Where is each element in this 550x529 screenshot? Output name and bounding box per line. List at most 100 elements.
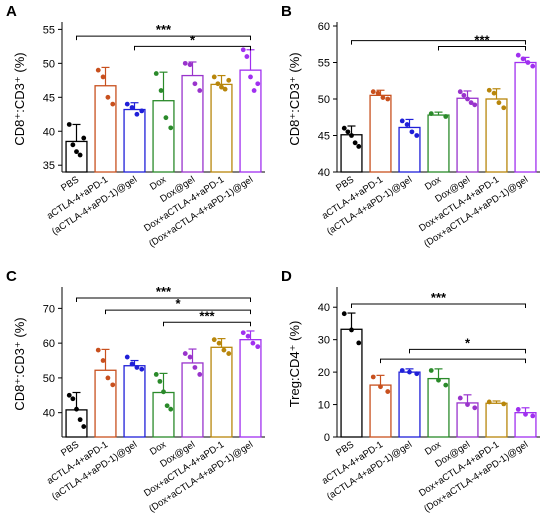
y-tick-label: 60 bbox=[43, 338, 55, 350]
data-point bbox=[105, 94, 111, 100]
data-point bbox=[486, 399, 492, 405]
data-point bbox=[197, 372, 203, 377]
data-point bbox=[187, 62, 193, 68]
data-point bbox=[255, 81, 261, 87]
data-point bbox=[95, 347, 101, 353]
data-point bbox=[515, 407, 521, 412]
significance-bracket bbox=[409, 348, 526, 354]
bar bbox=[94, 369, 117, 438]
data-point bbox=[443, 114, 449, 119]
data-point bbox=[240, 47, 246, 53]
data-point bbox=[486, 87, 492, 93]
panel-label: D bbox=[281, 268, 292, 285]
data-point bbox=[407, 369, 412, 375]
data-point bbox=[468, 100, 474, 106]
y-tick-label: 40 bbox=[318, 167, 330, 179]
significance-label: *** bbox=[199, 308, 215, 323]
bar bbox=[123, 365, 146, 438]
data-point bbox=[139, 366, 145, 372]
panel-label: A bbox=[6, 3, 17, 20]
data-point bbox=[436, 377, 441, 383]
data-point bbox=[153, 372, 159, 377]
y-tick-label: 40 bbox=[43, 408, 55, 420]
data-point bbox=[81, 424, 87, 429]
data-point bbox=[399, 368, 405, 373]
data-point bbox=[100, 358, 106, 363]
data-point bbox=[81, 135, 87, 141]
significance-label: * bbox=[175, 296, 181, 311]
data-point bbox=[461, 92, 467, 98]
bar bbox=[340, 328, 363, 438]
data-point bbox=[134, 111, 140, 117]
data-point bbox=[197, 88, 203, 93]
data-point bbox=[158, 88, 164, 93]
data-point bbox=[380, 95, 386, 100]
data-point bbox=[414, 371, 420, 377]
y-tick-label: 40 bbox=[43, 126, 55, 138]
data-point bbox=[226, 77, 232, 83]
y-tick-label: 10 bbox=[318, 400, 330, 412]
y-tick-label: 0 bbox=[324, 432, 330, 444]
data-point bbox=[457, 395, 463, 401]
bar bbox=[152, 100, 175, 173]
y-tick-label: 40 bbox=[318, 302, 330, 314]
y-tick-label: 70 bbox=[43, 303, 55, 315]
data-point bbox=[345, 129, 351, 135]
data-point bbox=[161, 389, 166, 395]
data-point bbox=[211, 337, 217, 343]
bar bbox=[456, 97, 479, 173]
data-point bbox=[182, 60, 188, 66]
data-point bbox=[523, 411, 528, 417]
y-tick-label: 50 bbox=[43, 58, 55, 70]
data-point bbox=[124, 101, 130, 107]
significance-bracket bbox=[351, 303, 526, 308]
data-point bbox=[110, 382, 116, 388]
data-point bbox=[465, 96, 470, 102]
bar bbox=[181, 362, 204, 438]
data-point bbox=[244, 54, 250, 59]
data-point bbox=[341, 125, 347, 131]
y-tick-label: 50 bbox=[318, 94, 330, 106]
data-point bbox=[70, 396, 76, 402]
bar bbox=[514, 61, 537, 173]
data-point bbox=[530, 413, 536, 419]
data-point bbox=[168, 125, 174, 131]
data-point bbox=[100, 74, 106, 80]
data-point bbox=[443, 382, 449, 388]
data-point bbox=[414, 133, 420, 138]
bar bbox=[340, 134, 363, 173]
y-axis-label: CD8⁺:CD3⁺ (%) bbox=[12, 317, 27, 410]
data-point bbox=[187, 354, 193, 360]
data-point bbox=[95, 67, 101, 73]
data-point bbox=[164, 403, 170, 409]
data-point bbox=[221, 347, 227, 353]
data-point bbox=[409, 129, 415, 135]
data-point bbox=[226, 351, 232, 356]
data-point bbox=[385, 389, 391, 394]
data-point bbox=[105, 375, 111, 381]
data-point bbox=[255, 344, 261, 350]
bar bbox=[94, 85, 117, 173]
bar bbox=[123, 108, 146, 173]
y-tick-label: 45 bbox=[318, 131, 330, 143]
significance-bracket bbox=[380, 358, 526, 364]
data-point bbox=[515, 52, 521, 58]
significance-bracket bbox=[351, 40, 526, 45]
data-point bbox=[496, 100, 502, 106]
data-point bbox=[66, 122, 72, 127]
y-axis-label: CD8⁺:CD3⁺ (%) bbox=[287, 52, 302, 145]
y-tick-label: 55 bbox=[318, 58, 330, 70]
data-point bbox=[370, 89, 376, 95]
data-point bbox=[192, 365, 198, 370]
data-point bbox=[530, 63, 536, 69]
bar bbox=[239, 339, 262, 438]
bar bbox=[65, 140, 88, 173]
significance-label: *** bbox=[474, 32, 490, 47]
y-axis-label: Treg:CD4⁺ (%) bbox=[287, 321, 302, 408]
data-point bbox=[124, 354, 130, 360]
